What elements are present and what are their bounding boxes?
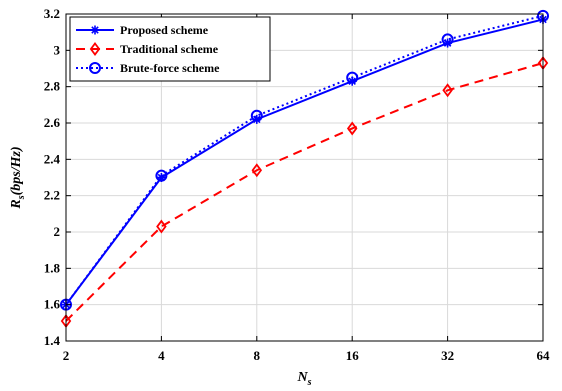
y-axis-label-subscript: s (16, 195, 27, 200)
y-ticks: 1.4 1.6 1.8 2 2.2 2.4 2.6 2.8 3 3.2 (44, 6, 543, 348)
series-line (65, 62, 544, 322)
data-point-diamond (156, 219, 167, 234)
data-point-asterisk (90, 25, 100, 35)
data-point-circle (155, 169, 168, 182)
y-tick-label: 1.8 (44, 260, 61, 275)
y-tick-label: 2 (54, 224, 61, 239)
series-line (65, 18, 544, 306)
legend: Proposed scheme Traditional scheme Brute-f… (69, 16, 271, 82)
series-layer (60, 9, 549, 329)
data-point-circle (346, 71, 359, 84)
data-point-diamond (346, 121, 358, 136)
x-axis-label-subscript: s (307, 377, 312, 388)
x-tick-label: 32 (441, 348, 454, 363)
legend-label: Traditional scheme (120, 42, 219, 56)
y-tick-label: 1.4 (44, 333, 61, 348)
x-tick-label: 16 (346, 348, 360, 363)
y-tick-label: 2.4 (44, 151, 61, 166)
x-tick-label: 4 (158, 348, 165, 363)
y-tick-label: 2.6 (44, 115, 61, 130)
y-axis-label-main: R (9, 199, 24, 209)
data-point-circle (441, 33, 454, 46)
x-ticks: 2 4 8 16 32 64 (63, 14, 550, 363)
y-tick-label: 3 (54, 42, 61, 57)
legend-label: Proposed scheme (120, 23, 209, 37)
data-point-circle (89, 62, 101, 74)
data-point-diamond (251, 163, 263, 178)
y-axis-label-unit: (bps/Hz) (9, 146, 24, 195)
y-tick-label: 1.6 (44, 297, 61, 312)
x-axis-label: Ns (296, 370, 311, 388)
data-point-diamond (89, 42, 101, 56)
series-2 (60, 56, 549, 329)
x-tick-label: 64 (537, 348, 551, 363)
data-point-circle (250, 109, 263, 122)
legend-item-3: Brute-force scheme (76, 61, 220, 75)
plot-frame (65, 13, 544, 342)
x-tick-label: 2 (63, 348, 70, 363)
y-tick-label: 3.2 (44, 6, 60, 21)
x-axis-label-main: N (296, 370, 308, 385)
legend-item-2: Traditional scheme (76, 42, 219, 56)
legend-box (69, 16, 271, 82)
y-tick-label: 2.2 (44, 188, 60, 203)
data-point-diamond (442, 83, 453, 98)
legend-label: Brute-force scheme (120, 61, 220, 75)
y-axis-label: Rs(bps/Hz) (9, 146, 27, 209)
legend-item-1: Proposed scheme (76, 23, 209, 37)
y-tick-label: 2.8 (44, 79, 61, 94)
x-tick-label: 8 (254, 348, 261, 363)
